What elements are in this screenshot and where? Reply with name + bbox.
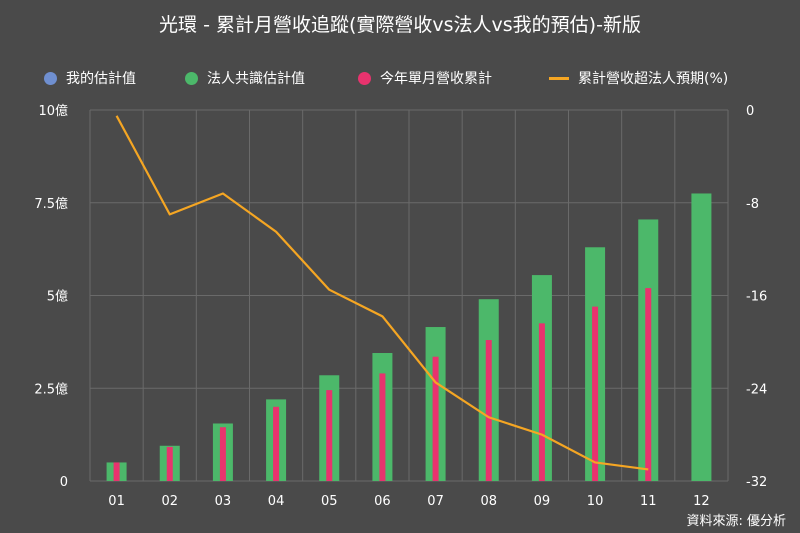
x-axis-tick-label: 01 bbox=[108, 494, 125, 509]
bar-monthly-cumulative bbox=[432, 356, 439, 481]
left-axis-tick-label: 5億 bbox=[47, 289, 68, 305]
left-axis-tick-label: 7.5億 bbox=[34, 196, 68, 212]
legend-item-my-estimate[interactable]: 我的估計值 bbox=[44, 68, 136, 88]
x-axis-tick-label: 03 bbox=[215, 494, 232, 509]
bar-monthly-cumulative bbox=[645, 288, 652, 481]
x-axis-tick-label: 02 bbox=[161, 494, 178, 509]
x-axis-tick-label: 04 bbox=[268, 494, 285, 509]
legend-label-consensus: 法人共識估計值 bbox=[207, 71, 305, 87]
bar-monthly-cumulative bbox=[219, 427, 226, 481]
legend-item-consensus[interactable]: 法人共識估計值 bbox=[185, 68, 305, 88]
bar-monthly-cumulative bbox=[485, 340, 492, 481]
left-axis-tick-label: 10億 bbox=[38, 103, 68, 119]
line-beat-pct bbox=[115, 115, 649, 471]
chart-legend: 我的估計值 法人共識估計值 今年單月營收累計 累計營收超法人預期(%) bbox=[0, 68, 800, 90]
bar-monthly-cumulative bbox=[538, 323, 545, 481]
bar-monthly-cumulative bbox=[273, 406, 280, 481]
x-axis-tick-label: 09 bbox=[534, 494, 551, 509]
right-axis-tick-label: 0 bbox=[746, 104, 754, 119]
right-axis-tick-label: -16 bbox=[746, 290, 767, 305]
legend-item-beat-pct[interactable]: 累計營收超法人預期(%) bbox=[549, 68, 728, 88]
bar-monthly-cumulative bbox=[379, 373, 386, 481]
x-axis-tick-label: 10 bbox=[587, 494, 604, 509]
legend-label-beat-pct: 累計營收超法人預期(%) bbox=[578, 71, 729, 87]
chart-title: 光環 - 累計月營收追蹤(實際營收vs法人vs我的預估)-新版 bbox=[159, 14, 641, 36]
left-axis-tick-label: 2.5億 bbox=[34, 381, 68, 397]
legend-label-my-estimate: 我的估計值 bbox=[66, 71, 136, 87]
right-axis-tick-label: -8 bbox=[746, 197, 759, 212]
bar-monthly-cumulative bbox=[113, 462, 120, 481]
x-axis-tick-label: 12 bbox=[693, 494, 710, 509]
x-axis-tick-label: 08 bbox=[480, 494, 497, 509]
bar-monthly-cumulative bbox=[592, 306, 599, 481]
left-axis-tick-label: 0 bbox=[60, 475, 68, 490]
bar-consensus bbox=[691, 193, 712, 481]
legend-orange-line-icon bbox=[549, 76, 569, 80]
right-axis-tick-label: -32 bbox=[746, 475, 767, 490]
legend-green-dot-icon bbox=[185, 71, 198, 85]
legend-pink-dot-icon bbox=[358, 71, 371, 85]
legend-item-monthly-cumulative[interactable]: 今年單月營收累計 bbox=[358, 68, 492, 88]
x-axis-tick-label: 05 bbox=[321, 494, 338, 509]
source-note: 資料來源: 優分析 bbox=[686, 514, 786, 529]
right-axis-tick-label: -24 bbox=[746, 382, 767, 397]
x-axis-tick-label: 06 bbox=[374, 494, 391, 509]
bar-monthly-cumulative bbox=[166, 446, 173, 481]
bar-monthly-cumulative bbox=[326, 390, 333, 481]
x-axis-tick-label: 11 bbox=[640, 494, 657, 509]
x-axis-tick-label: 07 bbox=[427, 494, 444, 509]
legend-label-monthly-cumulative: 今年單月營收累計 bbox=[380, 71, 492, 87]
legend-blue-dot-icon bbox=[44, 71, 57, 85]
